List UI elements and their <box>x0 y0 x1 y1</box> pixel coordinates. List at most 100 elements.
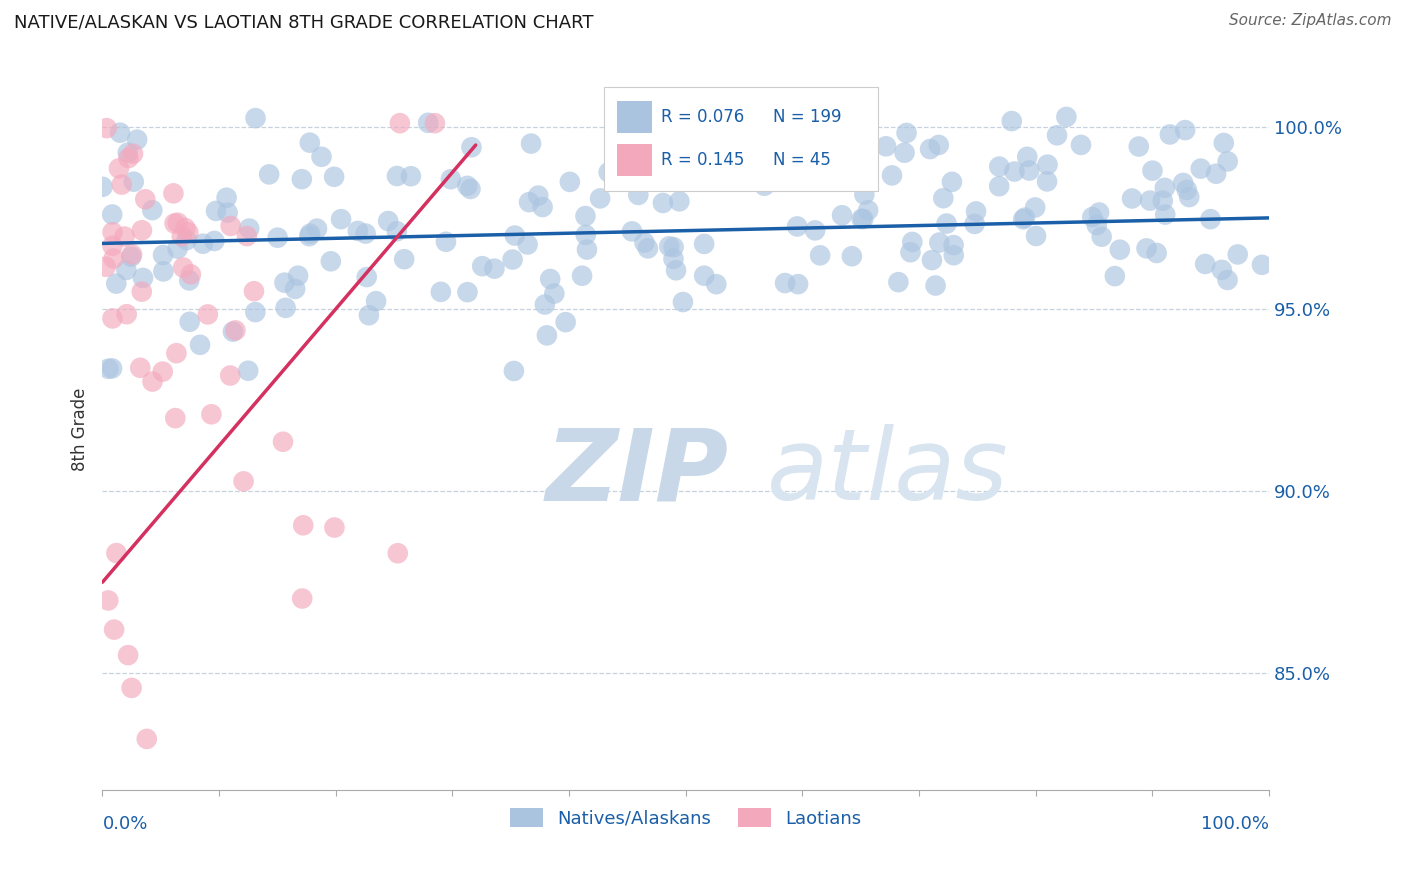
Point <box>484 261 506 276</box>
Point <box>571 268 593 283</box>
Point <box>377 214 399 228</box>
Point <box>388 116 411 130</box>
Point <box>1152 194 1174 208</box>
Point <box>669 142 692 156</box>
Point <box>575 227 598 242</box>
Point <box>430 285 453 299</box>
Point <box>853 158 876 172</box>
Point <box>121 247 143 261</box>
Point <box>101 311 124 326</box>
Point <box>179 273 201 287</box>
Text: R = 0.145: R = 0.145 <box>661 151 745 169</box>
Point <box>901 235 924 249</box>
Point <box>589 191 612 205</box>
Point <box>284 282 307 296</box>
Point <box>1091 229 1114 244</box>
Point <box>176 233 198 247</box>
Point <box>141 203 163 218</box>
Point <box>520 136 543 151</box>
Point <box>823 145 845 160</box>
Point <box>554 315 576 329</box>
Point <box>364 294 387 309</box>
Text: 100.0%: 100.0% <box>1201 815 1270 833</box>
Point <box>633 235 655 250</box>
Point <box>266 230 288 244</box>
Point <box>932 191 955 205</box>
Point <box>91 179 114 194</box>
Point <box>527 188 550 202</box>
Point <box>165 411 187 425</box>
Point <box>534 297 557 311</box>
Point <box>769 120 792 135</box>
Point <box>202 234 225 248</box>
Point <box>637 241 659 255</box>
Point <box>101 225 124 239</box>
Point <box>558 175 581 189</box>
Point <box>941 175 963 189</box>
Point <box>205 203 228 218</box>
Text: N = 199: N = 199 <box>773 108 842 126</box>
Point <box>711 146 734 161</box>
Point <box>536 328 558 343</box>
Point <box>97 361 120 376</box>
Point <box>163 217 186 231</box>
Point <box>1036 158 1059 172</box>
Point <box>94 260 117 274</box>
Point <box>166 242 188 256</box>
Text: atlas: atlas <box>768 424 1010 521</box>
Point <box>170 229 193 244</box>
Point <box>668 194 690 209</box>
Point <box>319 254 342 268</box>
Point <box>200 407 222 421</box>
Point <box>120 250 142 264</box>
Point <box>662 240 685 254</box>
Point <box>605 152 627 166</box>
Point <box>1070 137 1092 152</box>
Point <box>846 130 869 145</box>
Y-axis label: 8th Grade: 8th Grade <box>72 387 89 471</box>
Point <box>115 307 138 321</box>
Point <box>354 227 377 241</box>
Point <box>1173 176 1195 190</box>
Point <box>456 285 478 300</box>
Point <box>1189 161 1212 176</box>
Point <box>1128 139 1150 153</box>
Point <box>672 295 695 310</box>
Point <box>105 277 128 291</box>
Point <box>965 204 987 219</box>
Point <box>394 252 416 267</box>
Point <box>1014 211 1036 225</box>
Point <box>503 228 526 243</box>
Point <box>311 150 333 164</box>
Point <box>627 188 650 202</box>
Point <box>1142 163 1164 178</box>
Point <box>851 211 873 226</box>
Point <box>1004 164 1026 178</box>
Point <box>177 226 200 240</box>
Point <box>988 179 1011 194</box>
Point <box>101 361 124 376</box>
Point <box>538 272 561 286</box>
Point <box>165 346 187 360</box>
Point <box>1135 241 1157 255</box>
FancyBboxPatch shape <box>617 101 652 133</box>
Point <box>299 227 322 241</box>
Point <box>105 546 128 560</box>
FancyBboxPatch shape <box>605 87 879 191</box>
Point <box>1194 257 1216 271</box>
Point <box>1153 181 1175 195</box>
Point <box>1017 150 1039 164</box>
Point <box>693 236 716 251</box>
Point <box>117 145 139 160</box>
Point <box>924 278 946 293</box>
Point <box>96 121 118 136</box>
Point <box>887 275 910 289</box>
Point <box>298 136 321 150</box>
Point <box>298 229 321 244</box>
Point <box>460 182 482 196</box>
Point <box>808 248 831 262</box>
Point <box>988 160 1011 174</box>
Point <box>1104 269 1126 284</box>
Point <box>754 141 776 155</box>
Point <box>1024 201 1046 215</box>
